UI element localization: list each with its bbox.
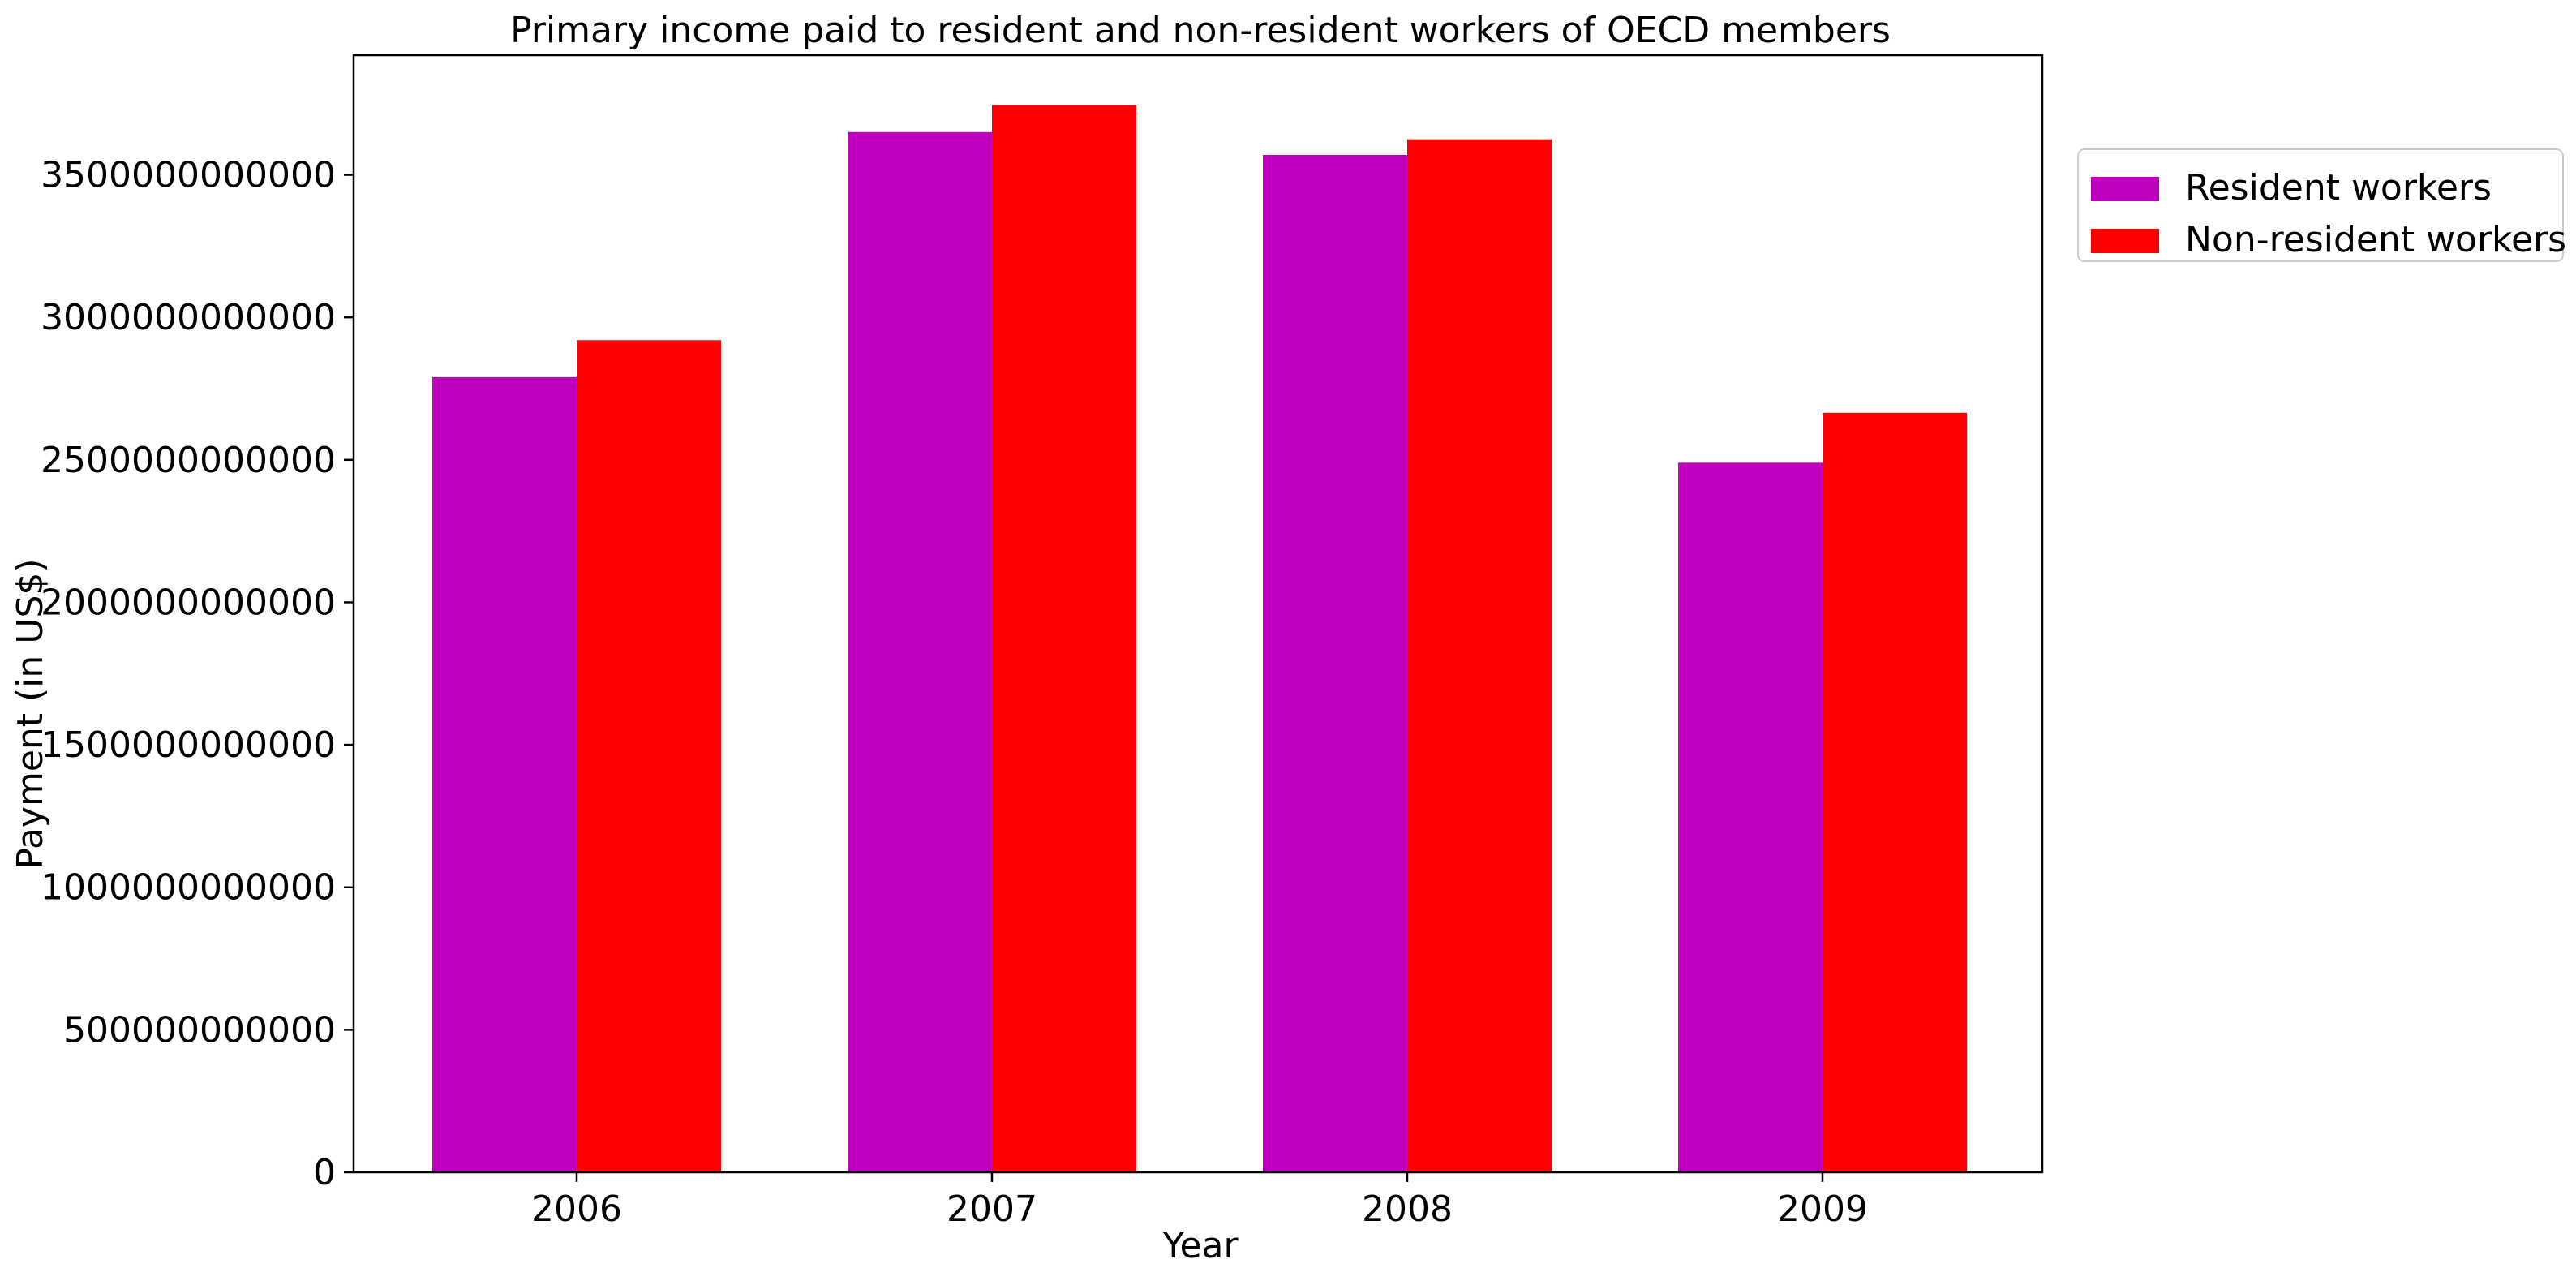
chart-title: Primary income paid to resident and non-… [510, 10, 1891, 51]
y-tick-label: 500000000000 [63, 1009, 336, 1051]
bar-non-resident-2008 [1407, 139, 1552, 1173]
y-tick-label: 1500000000000 [41, 724, 336, 766]
y-tick-label: 0 [313, 1152, 336, 1193]
y-tick-label: 1000000000000 [41, 867, 336, 909]
bar-resident-2009 [1678, 462, 1823, 1172]
bar-non-resident-2009 [1823, 412, 1967, 1172]
bar-non-resident-2006 [577, 340, 721, 1172]
y-axis-title: Payment (in US$) [10, 558, 51, 869]
legend-label-non-resident: Non-resident workers [2185, 219, 2566, 260]
x-tick-label: 2006 [531, 1189, 622, 1230]
y-tick-label: 3000000000000 [41, 297, 336, 338]
bars-layer [432, 105, 1967, 1173]
legend-swatch-resident [2091, 177, 2159, 201]
bar-resident-2006 [432, 376, 577, 1173]
plot-frame [352, 54, 2044, 1174]
x-tick-label: 2009 [1777, 1189, 1868, 1230]
ticks-layer: 0 500000000000 1000000000000 1500000000000 2… [41, 155, 1868, 1230]
legend-swatch-non-resident [2091, 229, 2159, 253]
bar-resident-2007 [848, 131, 992, 1173]
x-axis-title: Year [1161, 1225, 1239, 1266]
y-tick-label: 2500000000000 [41, 440, 336, 481]
bar-non-resident-2007 [992, 105, 1136, 1172]
legend-box [2077, 148, 2564, 262]
x-tick-label: 2008 [1362, 1189, 1453, 1230]
y-tick-label: 3500000000000 [41, 155, 336, 196]
x-tick-label: 2007 [947, 1189, 1037, 1230]
legend: Resident workers Non-resident workers [2077, 148, 2566, 262]
legend-label-resident: Resident workers [2185, 167, 2492, 208]
y-tick-label: 2000000000000 [41, 582, 336, 623]
bar-resident-2008 [1263, 154, 1407, 1173]
